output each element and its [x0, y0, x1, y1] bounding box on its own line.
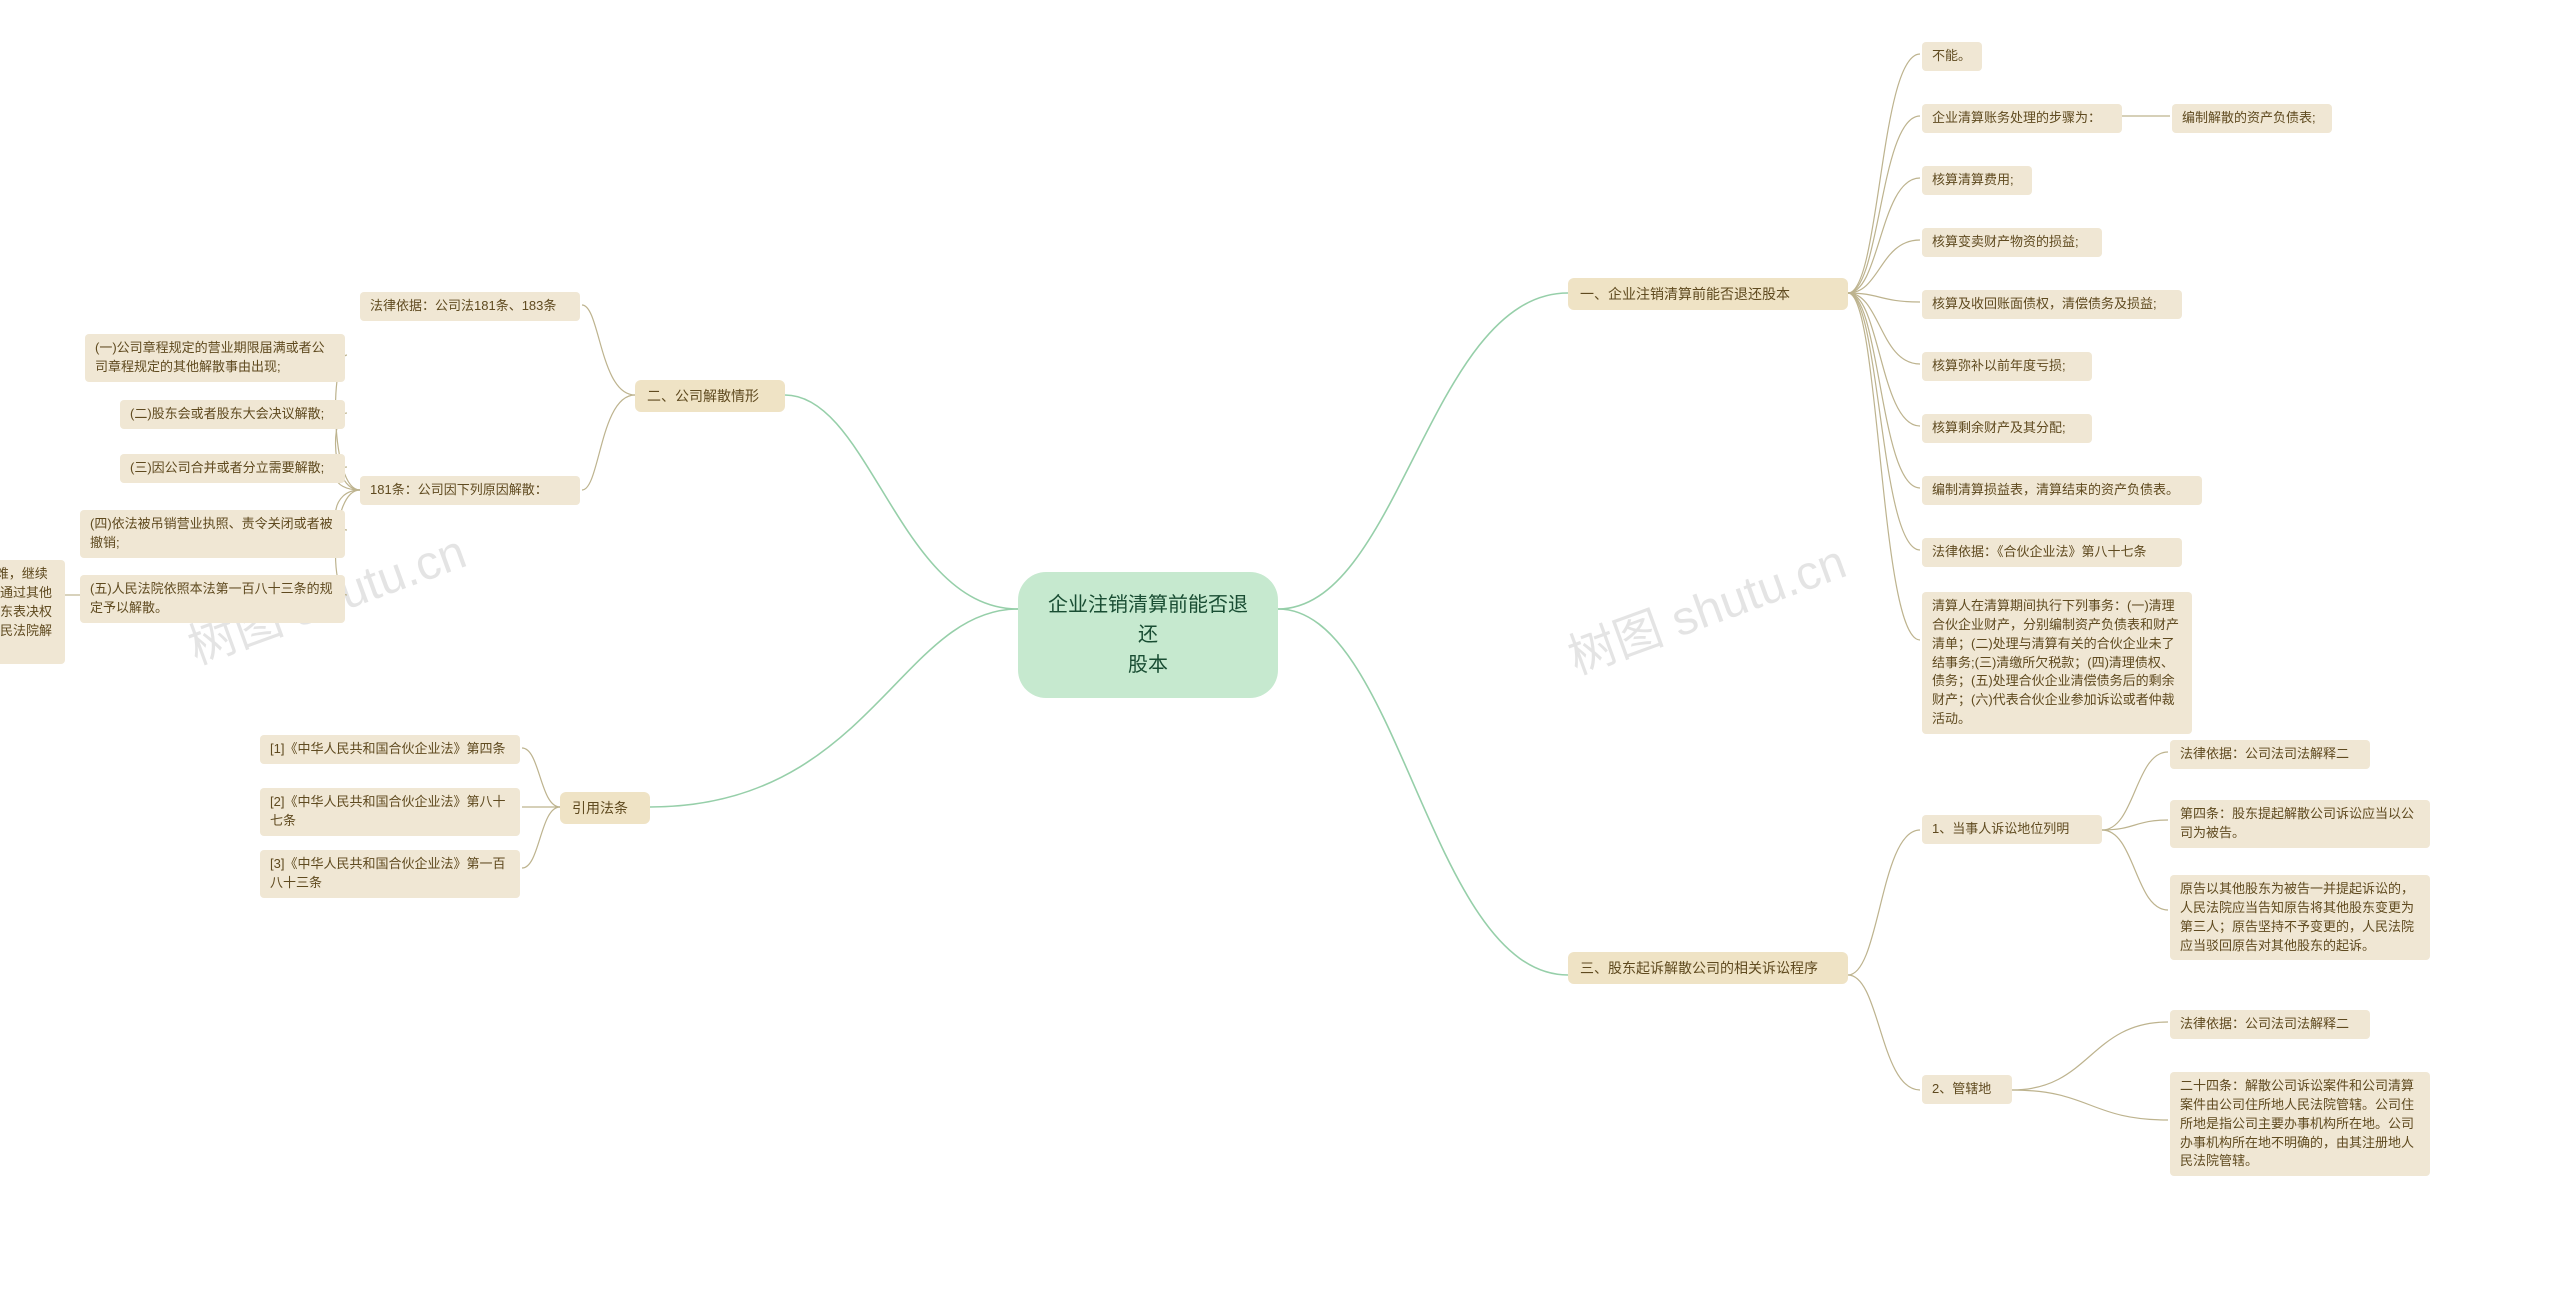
s3-sub1-leaf-0[interactable]: 法律依据：公司法司法解释二 [2170, 1010, 2370, 1039]
s1-leaf-0[interactable]: 不能。 [1922, 42, 1982, 71]
s1-leaf-10[interactable]: 清算人在清算期间执行下列事务：(一)清理合伙企业财产，分别编制资产负债表和财产清… [1922, 592, 2192, 734]
s2-sub1-leaf-1[interactable]: (二)股东会或者股东大会决议解散; [120, 400, 345, 429]
s2-sub1-leaf-3[interactable]: (四)依法被吊销营业执照、责令关闭或者被撤销; [80, 510, 345, 558]
s3-sub-1[interactable]: 2、管辖地 [1922, 1075, 2012, 1104]
branch-section-2[interactable]: 二、公司解散情形 [635, 380, 785, 412]
s1-leaf-2[interactable]: 编制解散的资产负债表; [2172, 104, 2332, 133]
s2-sub1-leaf-2[interactable]: (三)因公司合并或者分立需要解散; [120, 454, 345, 483]
s3-sub0-leaf-0[interactable]: 法律依据：公司法司法解释二 [2170, 740, 2370, 769]
watermark: 树图 shutu.cn [1557, 522, 1854, 687]
s4-leaf-2[interactable]: [3]《中华人民共和国合伙企业法》第一百八十三条 [260, 850, 520, 898]
root-node[interactable]: 企业注销清算前能否退还 股本 [1018, 572, 1278, 698]
s1-leaf-4[interactable]: 核算变卖财产物资的损益; [1922, 228, 2102, 257]
s1-leaf-6[interactable]: 核算弥补以前年度亏损; [1922, 352, 2092, 381]
s3-sub-0[interactable]: 1、当事人诉讼地位列明 [1922, 815, 2102, 844]
s1-leaf-1[interactable]: 企业清算账务处理的步骤为： [1922, 104, 2122, 133]
s1-leaf-3[interactable]: 核算清算费用; [1922, 166, 2032, 195]
s1-leaf-8[interactable]: 编制清算损益表，清算结束的资产负债表。 [1922, 476, 2202, 505]
s2-sub1-leaf-0[interactable]: (一)公司章程规定的营业期限届满或者公司章程规定的其他解散事由出现; [85, 334, 345, 382]
s4-leaf-0[interactable]: [1]《中华人民共和国合伙企业法》第四条 [260, 735, 520, 764]
s1-leaf-9[interactable]: 法律依据：《合伙企业法》第八十七条 [1922, 538, 2182, 567]
s2-sub-1[interactable]: 181条：公司因下列原因解散： [360, 476, 580, 505]
branch-section-3[interactable]: 三、股东起诉解散公司的相关诉讼程序 [1568, 952, 1848, 984]
s3-sub1-leaf-1[interactable]: 二十四条：解散公司诉讼案件和公司清算案件由公司住所地人民法院管辖。公司住所地是指… [2170, 1072, 2430, 1176]
s3-sub0-leaf-2[interactable]: 原告以其他股东为被告一并提起诉讼的，人民法院应当告知原告将其他股东变更为第三人；… [2170, 875, 2430, 960]
s1-leaf-7[interactable]: 核算剩余财产及其分配; [1922, 414, 2092, 443]
s2-sub1-leaf-4[interactable]: (五)人民法院依照本法第一百八十三条的规定予以解散。 [80, 575, 345, 623]
branch-section-4[interactable]: 引用法条 [560, 792, 650, 824]
s1-leaf-5[interactable]: 核算及收回账面债权，清偿债务及损益; [1922, 290, 2182, 319]
s4-leaf-1[interactable]: [2]《中华人民共和国合伙企业法》第八十七条 [260, 788, 520, 836]
s3-sub0-leaf-1[interactable]: 第四条：股东提起解散公司诉讼应当以公司为被告。 [2170, 800, 2430, 848]
s2-extra[interactable]: 183条：公司经营管理发生严重困难，继续存续会使股东利益受到重大损失，通过其他途… [0, 560, 65, 664]
s2-sub-0[interactable]: 法律依据：公司法181条、183条 [360, 292, 580, 321]
branch-section-1[interactable]: 一、企业注销清算前能否退还股本 [1568, 278, 1848, 310]
